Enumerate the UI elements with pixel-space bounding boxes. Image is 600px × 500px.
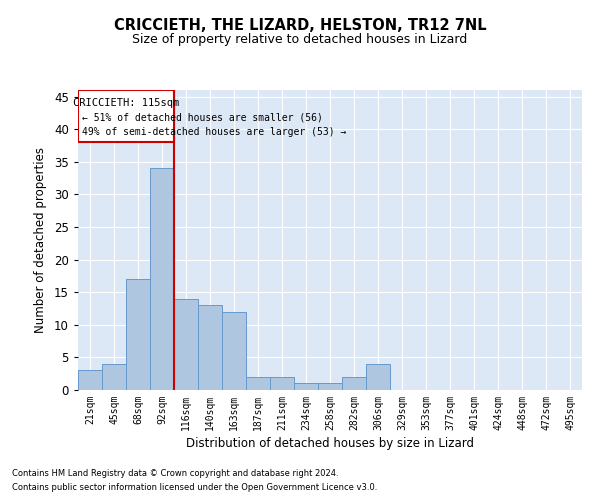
X-axis label: Distribution of detached houses by size in Lizard: Distribution of detached houses by size … <box>186 437 474 450</box>
Text: ← 51% of detached houses are smaller (56): ← 51% of detached houses are smaller (56… <box>82 112 322 122</box>
Bar <box>294 384 318 390</box>
Bar <box>78 370 102 390</box>
Text: Contains public sector information licensed under the Open Government Licence v3: Contains public sector information licen… <box>12 484 377 492</box>
Text: CRICCIETH: 115sqm: CRICCIETH: 115sqm <box>73 98 179 108</box>
Bar <box>270 377 294 390</box>
Text: 49% of semi-detached houses are larger (53) →: 49% of semi-detached houses are larger (… <box>82 128 346 138</box>
Text: Size of property relative to detached houses in Lizard: Size of property relative to detached ho… <box>133 32 467 46</box>
Bar <box>342 377 366 390</box>
Bar <box>78 90 174 142</box>
Y-axis label: Number of detached properties: Number of detached properties <box>34 147 47 333</box>
Bar <box>198 305 222 390</box>
Bar <box>246 377 270 390</box>
Bar <box>126 279 150 390</box>
Bar <box>222 312 246 390</box>
Text: Contains HM Land Registry data © Crown copyright and database right 2024.: Contains HM Land Registry data © Crown c… <box>12 468 338 477</box>
Bar <box>318 384 342 390</box>
Bar <box>174 298 198 390</box>
Text: CRICCIETH, THE LIZARD, HELSTON, TR12 7NL: CRICCIETH, THE LIZARD, HELSTON, TR12 7NL <box>113 18 487 32</box>
Bar <box>150 168 174 390</box>
Bar <box>102 364 126 390</box>
Bar <box>366 364 390 390</box>
